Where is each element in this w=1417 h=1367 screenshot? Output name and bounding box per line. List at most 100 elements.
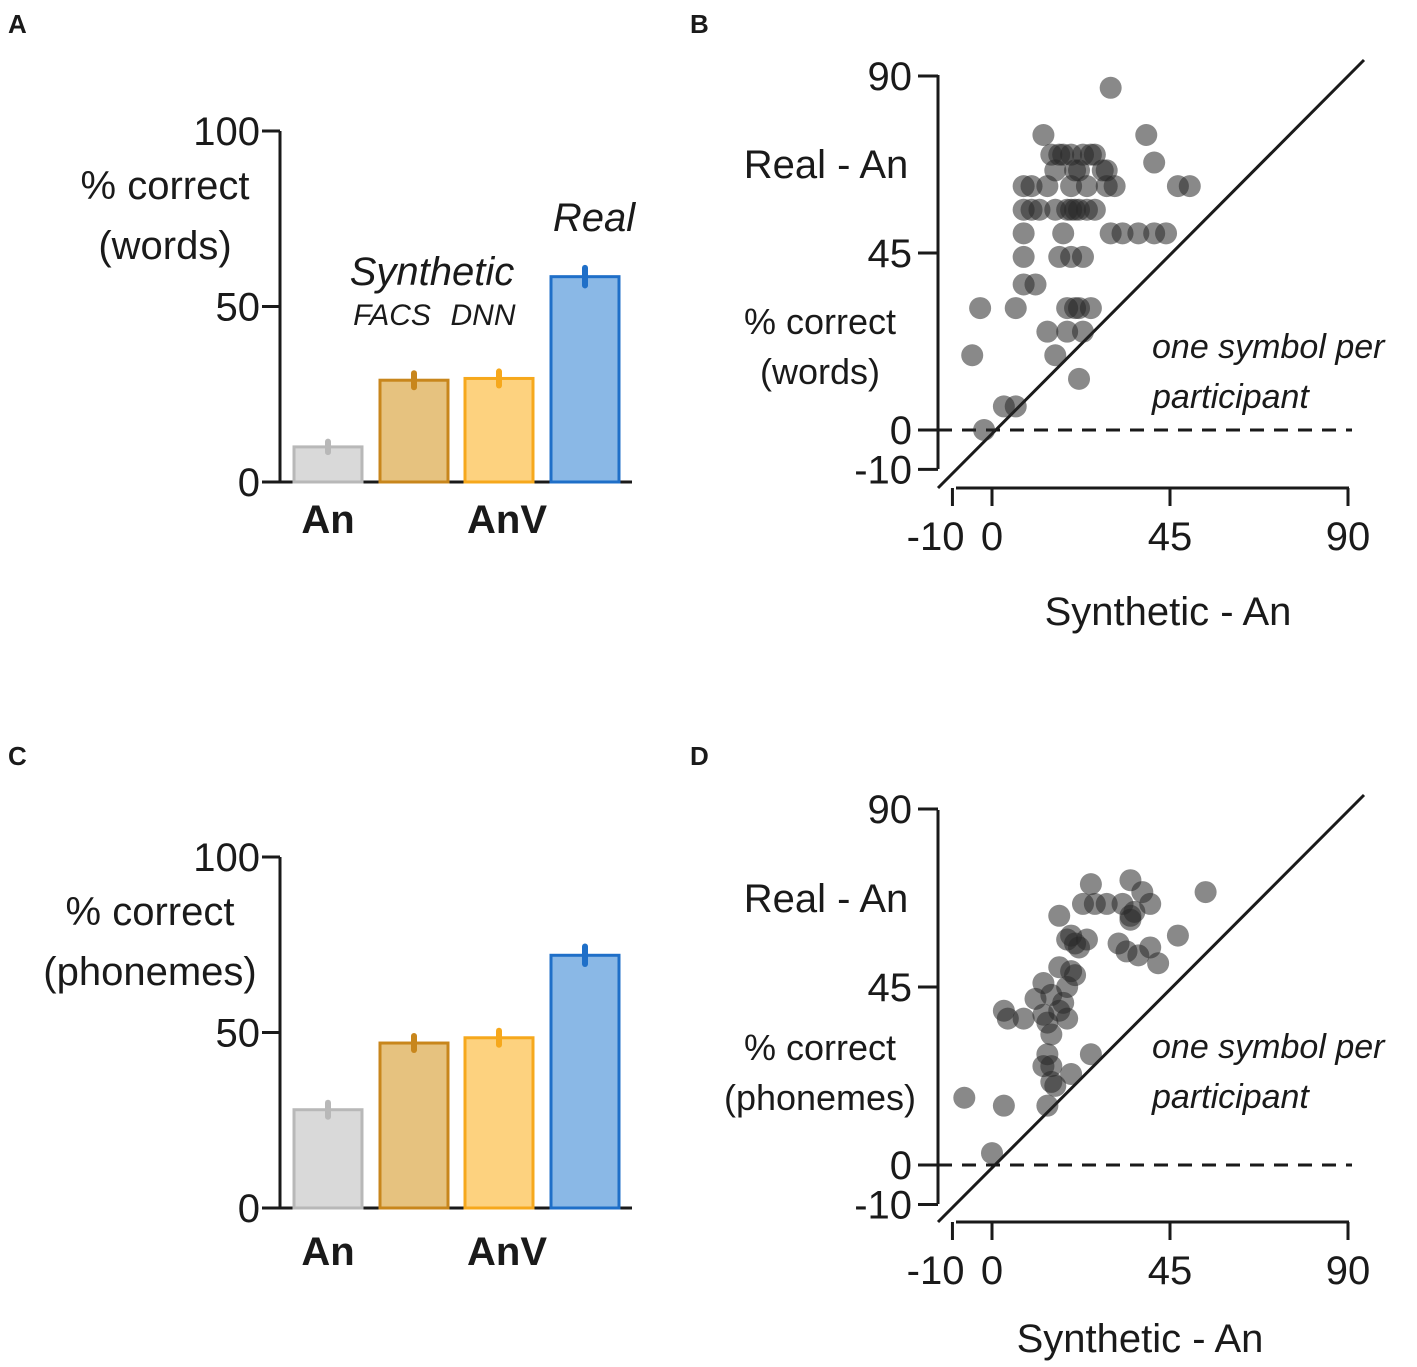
panel-b-xtick-label-2: 45: [1148, 515, 1193, 559]
panel-b-point-59: [1068, 367, 1091, 390]
panel-c-ylabel-line1: % correct: [66, 890, 235, 934]
panel-a-annotation-dnn: DNN: [451, 299, 516, 332]
panel-b-point-34: [1083, 198, 1106, 221]
panel-b-point-55: [1056, 320, 1079, 343]
panel-d-ytick-label-0: -10: [854, 1184, 912, 1228]
panel-d-identity-line: [936, 793, 1366, 1224]
panel-b-point-62: [973, 419, 996, 441]
panel-b-point-41: [1155, 222, 1178, 245]
panel-b-xtick-label-1: 0: [981, 515, 1003, 559]
panel-b-point-9: [1079, 143, 1102, 166]
panel-b-point-27: [1028, 198, 1051, 221]
panel-b-ytick-label-3: 90: [868, 55, 913, 99]
panel-d-point-47: [953, 1086, 976, 1109]
panel-a-group-label-an: An: [301, 498, 354, 542]
panel-c-ytick-label-2: 100: [193, 836, 260, 880]
panel-label-d: D: [690, 741, 709, 771]
panel-d-point-11: [1123, 900, 1146, 923]
panel-b-point-53: [1004, 297, 1027, 320]
panel-d-point-41: [1079, 1043, 1102, 1066]
panel-c-bar-2: [463, 1036, 535, 1210]
panel-b-point-36: [1052, 222, 1075, 245]
panel-b-ytick-label-2: 45: [868, 232, 913, 276]
panel-d-xtick-label-2: 45: [1148, 1249, 1193, 1293]
panel-b-point-58: [961, 344, 984, 367]
panel-d-ylabel-title: Real - An: [744, 877, 909, 921]
panel-a-bar-1: [378, 378, 450, 484]
panel-label-c: C: [8, 741, 27, 771]
panel-a-annotation-facs: FACS: [353, 299, 431, 332]
panel-c-ylabel-line2: (phonemes): [43, 950, 256, 994]
panel-b-ylabel-line2: (words): [760, 351, 880, 392]
panel-b-point-21: [1075, 175, 1098, 198]
panel-d-point-6: [1095, 892, 1118, 915]
panel-d-point-44: [1060, 1063, 1083, 1086]
panel-c-ytick-label-0: 0: [238, 1187, 260, 1231]
panel-d-point-37: [1012, 1007, 1035, 1030]
panel-a-bar-2: [463, 376, 535, 484]
panel-a-ytick-label-0: 0: [238, 461, 260, 505]
panel-b-point-1: [1032, 124, 1055, 146]
panel-b-ylabel-title: Real - An: [744, 143, 909, 187]
panel-a-ylabel-line2: (words): [98, 224, 231, 268]
panel-d-point-20: [1068, 936, 1091, 959]
panel-d-point-23: [1147, 952, 1170, 975]
panel-b-point-39: [1127, 222, 1150, 245]
panel-d-point-3: [1194, 881, 1217, 904]
panel-b-point-20: [1060, 175, 1083, 198]
panel-a-group-label-anv: AnV: [467, 498, 547, 542]
panel-d-xlabel: Synthetic - An: [1017, 1317, 1264, 1361]
panel-b-point-54: [1036, 320, 1059, 343]
panel-b-point-61: [1004, 395, 1027, 418]
panel-d-ytick-label-2: 45: [868, 966, 913, 1010]
panel-b-point-4: [1135, 124, 1158, 146]
panel-b-ytick-label-1: 0: [890, 409, 912, 453]
panel-d-note-line2: participant: [1151, 1078, 1310, 1116]
panel-b-point-47: [1024, 273, 1047, 296]
panel-d-xtick-label-3: 90: [1326, 1249, 1371, 1293]
panel-c-bar-3: [549, 953, 621, 1210]
panel-b-note-line2: participant: [1151, 378, 1310, 416]
panel-d-point-49: [1036, 1094, 1059, 1117]
panel-b-ytick-label-0: -10: [854, 448, 912, 492]
panel-b-point-23: [1103, 175, 1126, 198]
panel-b-note-line1: one symbol per: [1152, 328, 1386, 366]
panel-a-annotation-real: Real: [553, 196, 636, 240]
panel-b-ylabel-line1: % correct: [744, 301, 896, 342]
panel-b-point-56: [1071, 320, 1094, 343]
panel-d-xtick-label-0: -10: [907, 1249, 965, 1293]
panel-b-point-19: [1036, 175, 1059, 198]
panel-b-point-52: [969, 297, 992, 320]
panel-d-point-36: [996, 1007, 1019, 1030]
panel-b-point-42: [1012, 245, 1035, 268]
panel-d-point-34: [1056, 1007, 1079, 1030]
panel-d-point-46: [1044, 1074, 1067, 1097]
panel-d-point-48: [992, 1094, 1015, 1117]
panel-b-point-51: [1068, 297, 1091, 320]
panel-a-annotation-synthetic: Synthetic: [350, 250, 515, 294]
panel-c-ytick-label-1: 50: [216, 1012, 261, 1056]
panel-d-xtick-label-1: 0: [981, 1249, 1003, 1293]
panel-b-point-18: [1020, 175, 1043, 198]
panel-label-b: B: [690, 9, 709, 39]
panel-d-point-1: [1079, 873, 1102, 896]
panel-c-bar-chart: 0 50 100 % correct (phonemes) An AnV: [43, 836, 632, 1274]
panel-b-xtick-label-0: -10: [907, 515, 965, 559]
panel-b-point-10: [1143, 151, 1166, 174]
panel-d-point-22: [1127, 944, 1150, 967]
panel-b-point-0: [1099, 76, 1122, 99]
panel-a-ytick-label-1: 50: [216, 286, 261, 330]
panel-d-ylabel-line1: % correct: [744, 1027, 896, 1068]
panel-b-point-38: [1111, 222, 1134, 245]
panel-b-identity-line: [936, 58, 1366, 490]
panel-c-bar-0: [292, 1108, 364, 1210]
panel-a-bar-3: [549, 275, 621, 484]
panel-d-ylabel-line2: (phonemes): [724, 1077, 916, 1118]
panel-c-bar-1: [378, 1041, 450, 1210]
panel-d-point-12: [1048, 904, 1071, 927]
panel-d-ytick-label-3: 90: [868, 788, 913, 832]
panel-b-point-24: [1166, 175, 1189, 198]
panel-b-xlabel: Synthetic - An: [1045, 590, 1292, 634]
